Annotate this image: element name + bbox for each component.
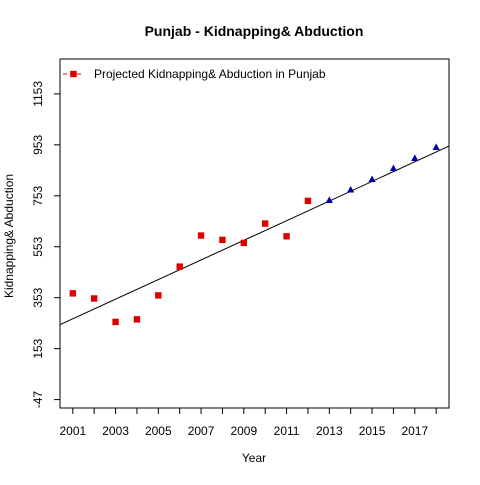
x-tick-label: 2011	[274, 424, 300, 438]
data-point-0-11	[304, 197, 312, 205]
data-point-0-7	[219, 236, 226, 244]
trend-line	[60, 145, 449, 326]
chart-title: Punjab - Kidnapping& Abduction	[145, 23, 364, 39]
data-point-1-5	[432, 143, 440, 150]
data-point-0-1	[90, 295, 98, 302]
legend: Projected Kidnapping& Abduction in Punja…	[63, 67, 326, 81]
data-point-0-9	[261, 220, 269, 227]
x-tick-label: 2003	[102, 424, 129, 438]
data-point-0-3	[133, 316, 141, 323]
data-point-1-0	[325, 196, 333, 203]
y-tick-label: 753	[31, 185, 45, 205]
x-tick-label: 2007	[188, 424, 215, 438]
x-tick-label: 2015	[359, 424, 386, 438]
x-tick-label: 2001	[59, 424, 86, 438]
data-point-1-4	[411, 154, 419, 161]
y-tick-label: 353	[31, 287, 45, 307]
data-point-1-3	[389, 164, 398, 172]
data-point-0-10	[283, 233, 290, 240]
data-point-0-0	[69, 290, 77, 297]
series-0	[69, 197, 312, 326]
y-axis: -47 153 353 553 753 953 1153	[31, 81, 60, 409]
data-point-0-2	[112, 318, 119, 326]
y-tick-label: 953	[31, 135, 45, 155]
x-tick-label: 2017	[401, 424, 428, 438]
y-tick-label: 153	[31, 338, 45, 358]
plot-frame	[59, 58, 450, 409]
x-axis-label: Year	[242, 451, 266, 465]
y-tick-label: -47	[31, 391, 45, 409]
data-point-0-8	[240, 239, 248, 247]
data-point-0-6	[197, 232, 205, 239]
y-tick-label: 1153	[31, 81, 45, 107]
data-point-0-4	[155, 292, 162, 299]
x-tick-label: 2013	[316, 424, 343, 438]
x-tick-label: 2005	[145, 424, 172, 438]
x-tick-label: 2009	[230, 424, 257, 438]
x-axis: 2001 2003 2005 2007 2009 2011 2013 2015 2017	[59, 408, 437, 438]
plot-area: 2001 2003 2005 2007 2009 2011 2013 2015 2017 -47 1…	[31, 58, 450, 438]
legend-label: Projected Kidnapping& Abduction in Punja…	[94, 67, 326, 81]
series-1	[325, 143, 440, 203]
data-point-1-2	[368, 175, 376, 183]
y-axis-label: Kidnapping& Abduction	[2, 174, 16, 298]
data-point-1-1	[347, 185, 355, 193]
data-point-0-5	[176, 263, 183, 270]
y-tick-label: 553	[31, 236, 45, 256]
legend-marker	[70, 70, 77, 78]
